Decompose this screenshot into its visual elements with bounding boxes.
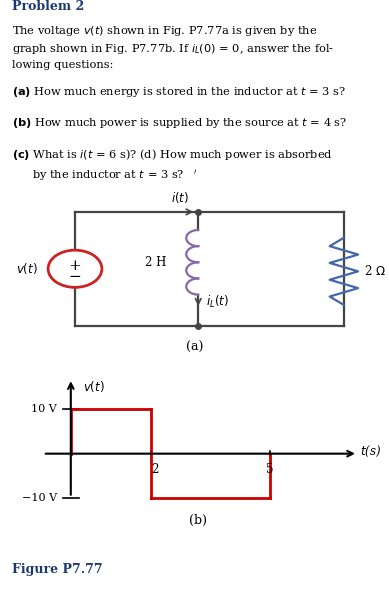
Text: +: + (68, 259, 81, 273)
Text: (a): (a) (186, 341, 203, 354)
Text: $\mathbf{(b)}$ How much power is supplied by the source at $t$ = 4 s?: $\mathbf{(b)}$ How much power is supplie… (12, 116, 347, 130)
Text: by the inductor at $t$ = 3 s?   $^{\prime}$: by the inductor at $t$ = 3 s? $^{\prime}… (32, 168, 198, 183)
Text: (b): (b) (189, 514, 207, 526)
Text: $\mathbf{(a)}$ How much energy is stored in the inductor at $t$ = 3 s?: $\mathbf{(a)}$ How much energy is stored… (12, 85, 345, 99)
Text: $v(t)$: $v(t)$ (83, 379, 105, 394)
Text: 2 $\Omega$: 2 $\Omega$ (364, 264, 386, 279)
Text: 10 V: 10 V (31, 405, 57, 414)
Text: 2 H: 2 H (145, 256, 166, 269)
Text: −: − (68, 270, 81, 284)
Text: 2: 2 (151, 464, 158, 476)
Text: $i(t)$: $i(t)$ (170, 191, 189, 206)
Text: Figure P7.77: Figure P7.77 (12, 563, 102, 576)
Text: 5: 5 (266, 464, 274, 476)
Text: −10 V: −10 V (22, 493, 57, 503)
Text: $t$(s): $t$(s) (360, 444, 381, 459)
Text: Problem 2: Problem 2 (12, 0, 84, 13)
Text: The voltage $v(t)$ shown in Fig. P7.77a is given by the
graph shown in Fig. P7.7: The voltage $v(t)$ shown in Fig. P7.77a … (12, 24, 334, 69)
Text: $\mathbf{(c)}$ What is $i(t$ = 6 s)? (d) How much power is absorbed: $\mathbf{(c)}$ What is $i(t$ = 6 s)? (d)… (12, 147, 333, 162)
Text: $i_L(t)$: $i_L(t)$ (207, 294, 230, 311)
Circle shape (48, 250, 102, 288)
Text: $v(t)$: $v(t)$ (16, 261, 38, 276)
